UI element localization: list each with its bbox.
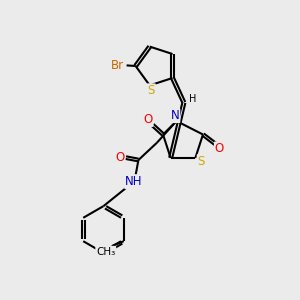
Text: N: N — [171, 109, 179, 122]
Text: S: S — [148, 84, 155, 97]
Text: NH: NH — [125, 175, 143, 188]
Text: O: O — [215, 142, 224, 155]
Text: S: S — [198, 155, 205, 168]
Text: CH₃: CH₃ — [96, 247, 116, 257]
Text: O: O — [143, 113, 153, 126]
Text: O: O — [115, 151, 124, 164]
Text: H: H — [189, 94, 196, 104]
Text: Br: Br — [111, 59, 124, 72]
